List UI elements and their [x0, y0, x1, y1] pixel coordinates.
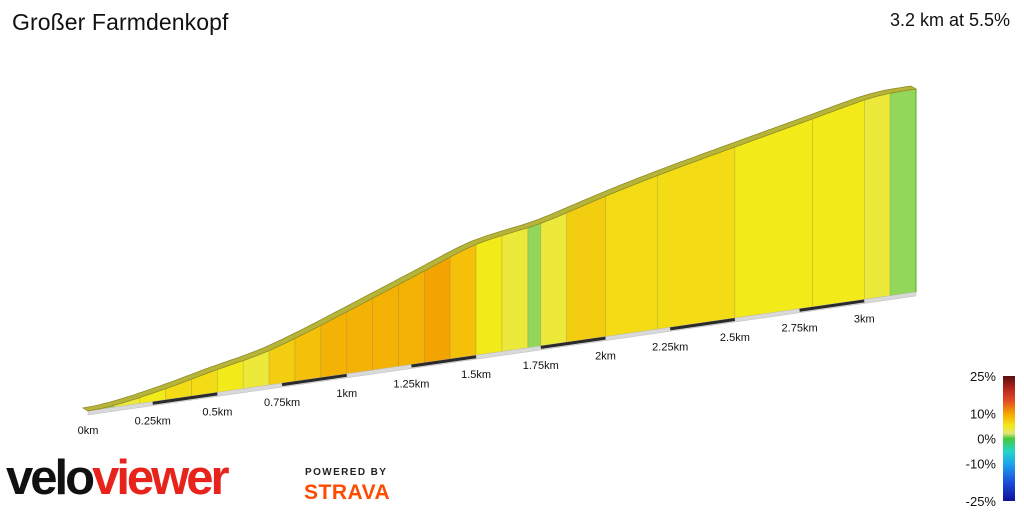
axis-dash — [152, 392, 218, 405]
legend-label: -25% — [966, 494, 997, 509]
distance-axis: 0km 0.25km 0.5km 0.75km 1km 1.25km 1.5km 1.75km… — [78, 299, 875, 437]
axis-tick-label: 2km — [595, 351, 616, 363]
gradient-segment — [812, 99, 865, 308]
axis-dash — [799, 299, 865, 312]
gradient-legend: 25% 10% 0% -10% -25% — [966, 369, 1015, 509]
logo-viewer: viewer — [92, 451, 230, 505]
axis-tick-label: 2.5km — [720, 332, 750, 344]
gradient-segment — [424, 256, 451, 364]
axis-dash — [411, 355, 477, 368]
gradient-segment — [863, 92, 891, 300]
axis-tick-label: 3km — [854, 313, 875, 325]
axis-tick-label: 1.5km — [461, 369, 491, 381]
legend-label: 25% — [970, 369, 996, 384]
powered-by-label: POWERED BY — [305, 467, 388, 478]
axis-tick-label: 1.25km — [393, 379, 429, 391]
legend-label: 0% — [977, 432, 996, 447]
gradient-segment — [566, 195, 606, 343]
gradient-segment — [372, 284, 399, 371]
gradient-segment — [656, 146, 736, 330]
profile-top-face — [81, 85, 918, 412]
axis-tick-label: 2.75km — [782, 323, 818, 335]
legend-colour-bar — [1003, 376, 1015, 501]
legend-label: 10% — [970, 407, 996, 422]
gradient-segment — [889, 88, 917, 297]
climb-summary: 3.2 km at 5.5% — [889, 10, 1010, 30]
axis-dash — [281, 373, 347, 387]
legend-label: -10% — [966, 457, 997, 472]
strava-logo: STRAVA — [304, 481, 391, 504]
veloviewer-logo: veloviewer — [6, 450, 230, 506]
gradient-segment — [501, 227, 529, 352]
gradient-segment — [605, 175, 658, 337]
gradient-segment — [540, 212, 568, 347]
axis-tick-label: 1.75km — [523, 360, 559, 372]
gradient-segment — [527, 222, 542, 349]
axis-tick-label: 0.25km — [135, 416, 171, 428]
gradient-segment — [475, 235, 503, 356]
gradient-segment — [449, 243, 477, 360]
axis-dash — [669, 318, 736, 331]
axis-dash — [540, 336, 606, 349]
axis-tick-label: 0.5km — [202, 406, 232, 418]
axis-tick-label: 1km — [336, 388, 357, 400]
axis-tick-label: 2.25km — [652, 341, 688, 353]
gradient-segment — [734, 118, 813, 319]
gradient-segments — [87, 88, 917, 412]
axis-tick-label: 0km — [78, 425, 99, 437]
axis-tick-label: 0.75km — [264, 397, 300, 409]
gradient-segment — [398, 270, 425, 367]
logo-velo: velo — [6, 451, 95, 505]
chart-title: Großer Farmdenkopf — [12, 9, 229, 35]
profile-ridge — [81, 85, 918, 412]
